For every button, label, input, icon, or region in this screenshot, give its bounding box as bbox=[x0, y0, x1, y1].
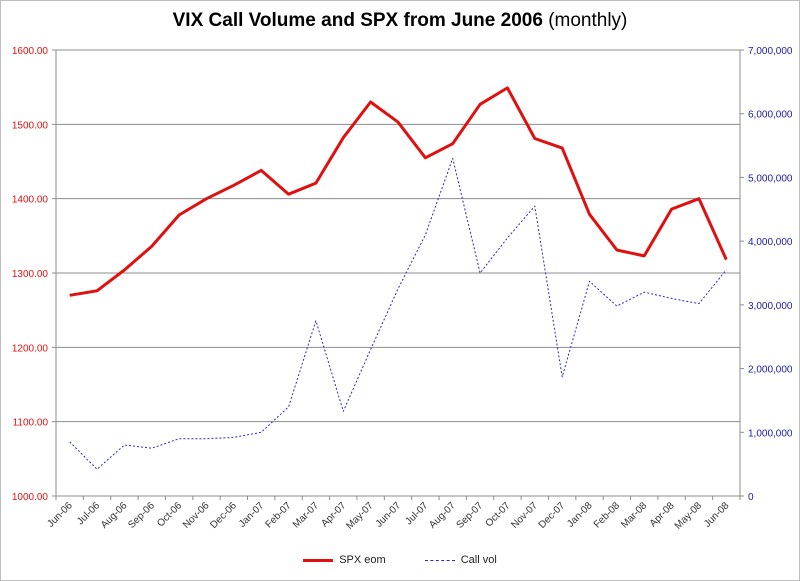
legend-swatch-spx bbox=[303, 558, 334, 562]
x-tick-label: May-08 bbox=[673, 500, 705, 532]
left-tick-label: 1600.00 bbox=[12, 46, 49, 57]
x-tick-label: Oct-07 bbox=[484, 500, 513, 529]
right-axis: 0 1,000,000 2,000,000 3,000,000 4,000,000 5,0… bbox=[740, 46, 793, 503]
x-tick-label: Oct-06 bbox=[155, 500, 184, 529]
right-tick-label: 5,000,000 bbox=[748, 173, 793, 184]
x-tick-label: Jun-07 bbox=[374, 500, 404, 530]
x-axis: Jun-06 Jul-06Aug-06Sep-06Oct-06Nov-06Dec-… bbox=[45, 496, 741, 532]
right-tick-label: 7,000,000 bbox=[748, 46, 793, 57]
x-tick-label: Sep-06 bbox=[126, 500, 157, 531]
x-tick-label: Feb-07 bbox=[263, 500, 293, 530]
left-tick-label: 1500.00 bbox=[12, 120, 49, 131]
right-tick-label: 3,000,000 bbox=[748, 301, 793, 312]
right-tick-label: 1,000,000 bbox=[748, 428, 793, 439]
right-tick-label: 0 bbox=[748, 492, 754, 503]
right-tick-label: 2,000,000 bbox=[748, 365, 793, 376]
x-tick-label: Dec-07 bbox=[537, 500, 568, 531]
left-tick-label: 1200.00 bbox=[12, 343, 49, 354]
right-tick-label: 6,000,000 bbox=[748, 110, 793, 121]
x-tick-label: Dec-06 bbox=[208, 500, 239, 531]
series-layer bbox=[69, 86, 728, 470]
left-tick-label: 1000.00 bbox=[12, 492, 49, 503]
x-tick-label: Sep-07 bbox=[455, 500, 486, 531]
x-tick-label: Jan-07 bbox=[237, 500, 267, 530]
left-axis: 1000.00 1100.00 1200.00 1300.00 1400.00 1500.… bbox=[12, 46, 56, 503]
series-line-call-vol bbox=[69, 157, 727, 470]
x-tick-label: Feb-08 bbox=[592, 500, 622, 530]
x-tick-label: May-07 bbox=[344, 500, 376, 532]
x-tick-label: Nov-06 bbox=[181, 500, 212, 531]
legend-item-spx: SPX eom bbox=[303, 554, 386, 567]
x-tick-label: Nov-07 bbox=[509, 500, 540, 531]
chart-title: VIX Call Volume and SPX from June 2006 (… bbox=[0, 10, 800, 32]
left-tick-label: 1300.00 bbox=[12, 269, 49, 280]
series-line-spx-eom bbox=[69, 86, 728, 297]
x-tick-label: Jan-08 bbox=[565, 500, 595, 530]
legend: SPX eom Call vol bbox=[0, 554, 800, 566]
legend-label-spx: SPX eom bbox=[339, 554, 386, 567]
legend-item-call-vol: Call vol bbox=[424, 554, 497, 567]
x-tick-label: Aug-06 bbox=[99, 500, 130, 531]
x-tick-label: Mar-07 bbox=[291, 500, 321, 530]
legend-label-call-vol: Call vol bbox=[460, 554, 497, 567]
x-tick-label: Jun-08 bbox=[702, 500, 732, 530]
legend-swatch-call-vol bbox=[424, 559, 455, 561]
x-tick-label: Jun-06 bbox=[45, 500, 75, 530]
x-tick-label: Mar-08 bbox=[619, 500, 649, 530]
chart-title-main: VIX Call Volume and SPX from June 2006 bbox=[172, 10, 543, 31]
left-tick-label: 1100.00 bbox=[13, 418, 49, 429]
right-tick-label: 4,000,000 bbox=[748, 237, 793, 248]
x-tick-label: Aug-07 bbox=[427, 500, 458, 531]
left-tick-label: 1400.00 bbox=[12, 195, 49, 206]
chart-title-suffix: (monthly) bbox=[548, 10, 628, 31]
gridlines bbox=[56, 123, 740, 423]
